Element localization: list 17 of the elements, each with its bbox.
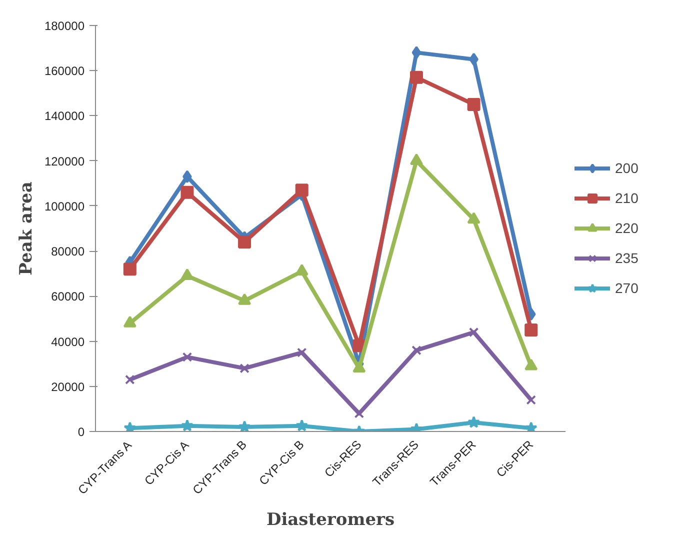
y-axis-title: Peak area	[16, 182, 36, 276]
x-axis-title: Diasteromers	[266, 510, 395, 530]
y-tick-label: 140000	[44, 109, 85, 124]
legend-label: 210	[615, 190, 638, 206]
legend-label: 270	[615, 280, 638, 296]
y-tick-label: 20000	[51, 380, 85, 394]
legend-label: 235	[615, 250, 638, 266]
y-tick-label: 160000	[44, 64, 85, 78]
legend-label: 220	[615, 220, 638, 236]
y-tick-label: 180000	[44, 19, 85, 33]
y-tick-label: 100000	[44, 199, 85, 214]
legend-label: 200	[615, 160, 638, 176]
y-tick-label: 40000	[51, 334, 85, 349]
y-tick-label: 80000	[51, 244, 85, 259]
y-tick-label: 120000	[44, 154, 85, 168]
y-tick-label: 0	[78, 425, 85, 439]
y-tick-label: 60000	[51, 290, 85, 304]
